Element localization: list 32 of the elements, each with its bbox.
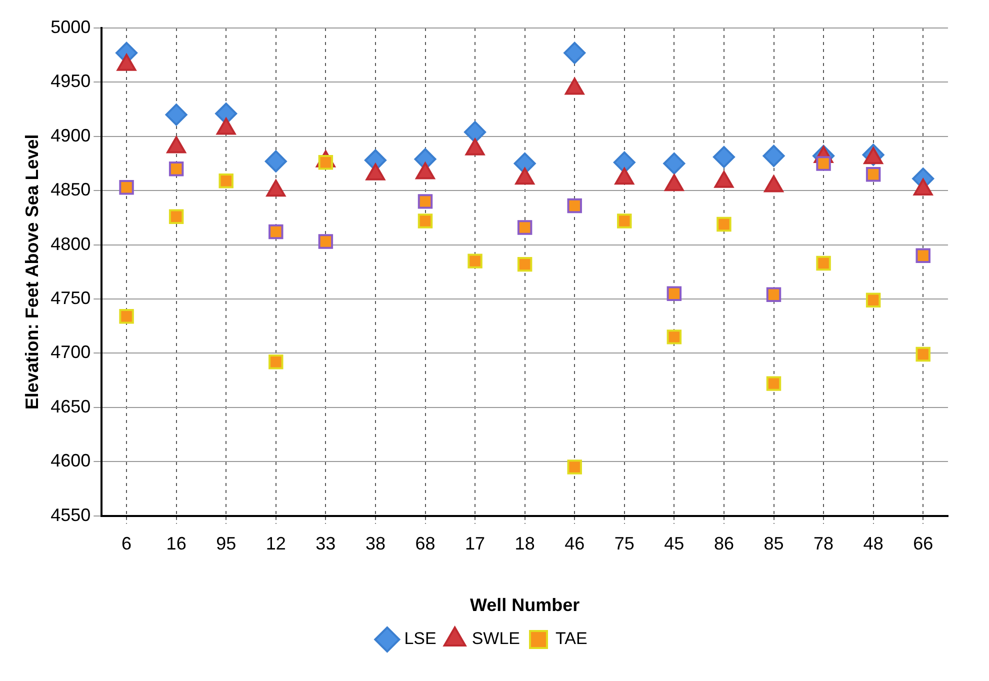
x-tick-label: 33 (316, 534, 336, 554)
x-tick-label: 16 (166, 534, 186, 554)
x-tick-label: 38 (365, 534, 386, 554)
x-tick-label: 86 (714, 534, 734, 554)
y-tick-label: 4950 (50, 71, 91, 92)
x-tick-label: 95 (216, 534, 236, 554)
y-tick-label: 4550 (50, 504, 91, 525)
x-tick-label: 85 (764, 534, 784, 554)
x-tick-label: 75 (614, 534, 634, 554)
legend-label: TAE (556, 629, 588, 648)
y-tick-label: 4700 (50, 342, 91, 362)
x-axis-title: Well Number (470, 595, 580, 616)
x-tick-label: 46 (564, 534, 585, 554)
x-tick-label: 45 (664, 534, 684, 554)
x-tick-label: 17 (465, 534, 486, 554)
y-tick-label: 4650 (50, 396, 91, 416)
x-tick-label: 48 (863, 534, 884, 554)
x-tick-label: 78 (814, 534, 834, 554)
y-tick-label: 4850 (50, 180, 91, 200)
x-tick-label: 68 (415, 534, 436, 554)
legend-label: LSE (404, 629, 436, 648)
x-tick-label: 18 (514, 534, 535, 554)
y-tick-label: 4900 (50, 125, 91, 146)
y-tick-label: 4750 (50, 288, 91, 308)
legend-label: SWLE (472, 629, 520, 648)
x-tick-label: 12 (266, 534, 286, 554)
x-tick-label: 6 (122, 534, 132, 554)
y-tick-label: 4600 (50, 450, 91, 471)
y-axis-title: Elevation: Feet Above Sea Level (22, 134, 42, 410)
y-tick-label: 5000 (50, 16, 91, 37)
y-tick-label: 4800 (50, 234, 91, 254)
x-tick-label: 66 (913, 534, 934, 554)
